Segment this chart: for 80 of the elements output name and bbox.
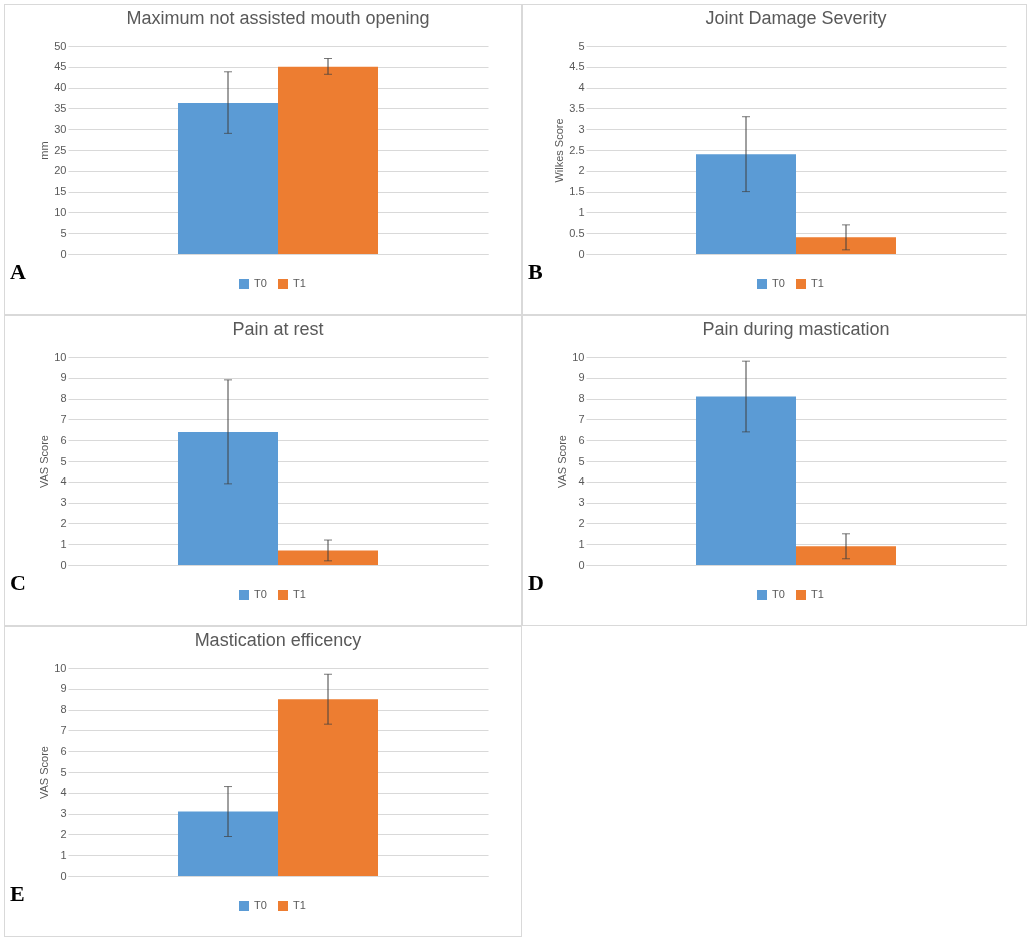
- y-tick-label: 0: [578, 247, 585, 260]
- y-tick-label: 9: [60, 371, 67, 384]
- y-tick-label: 5: [578, 39, 585, 52]
- y-tick-label: 2: [578, 164, 585, 177]
- y-tick-label: 0: [578, 558, 585, 571]
- text: B: [528, 259, 543, 284]
- y-tick-label: 2: [578, 516, 585, 529]
- chart-title: Mastication efficency: [194, 630, 362, 650]
- text: D: [528, 570, 544, 595]
- y-tick-label: 7: [578, 412, 585, 425]
- y-tick-label: 0: [60, 558, 67, 571]
- legend-label: T0: [772, 277, 785, 289]
- y-tick-label: 8: [578, 392, 585, 405]
- y-tick-label: 3: [578, 496, 585, 509]
- legend-label: T0: [254, 899, 267, 911]
- y-tick-label: 30: [54, 122, 67, 135]
- text: C: [10, 570, 26, 595]
- text: E: [10, 881, 25, 906]
- y-tick-label: 10: [54, 661, 67, 674]
- y-tick-label: 3: [578, 122, 585, 135]
- y-tick-label: 2: [60, 516, 67, 529]
- y-tick-label: 5: [60, 226, 67, 239]
- chart-title: Pain at rest: [232, 319, 324, 339]
- y-tick-label: 7: [60, 412, 67, 425]
- y-tick-label: 2.5: [569, 143, 585, 156]
- y-tick-label: 3.5: [569, 101, 585, 114]
- y-tick-label: 45: [54, 60, 67, 73]
- y-tick-label: 9: [60, 682, 67, 695]
- chart-title: Joint Damage Severity: [705, 8, 887, 28]
- y-tick-label: 5: [60, 454, 67, 467]
- y-tick-label: 6: [578, 433, 585, 446]
- y-axis-title: VAS Score: [556, 435, 569, 488]
- y-tick-label: 5: [578, 454, 585, 467]
- chart-title: Pain during mastication: [702, 319, 890, 339]
- legend-label: T1: [811, 588, 824, 600]
- y-tick-label: 8: [60, 703, 67, 716]
- y-tick-label: 0.5: [569, 226, 585, 239]
- legend-label: T0: [772, 588, 785, 600]
- legend-label: T1: [293, 588, 306, 600]
- text: A: [10, 259, 26, 284]
- legend-label: T0: [254, 588, 267, 600]
- y-axis-title: VAS Score: [38, 746, 51, 799]
- y-tick-label: 1: [60, 848, 67, 861]
- y-tick-label: 2: [60, 827, 67, 840]
- y-tick-label: 20: [54, 164, 67, 177]
- y-tick-label: 4: [578, 81, 585, 94]
- y-axis-title: mm: [38, 141, 51, 160]
- y-tick-label: 5: [60, 765, 67, 778]
- y-tick-label: 1: [578, 537, 585, 550]
- chart-title: Maximum not assisted mouth opening: [126, 8, 430, 28]
- y-tick-label: 10: [54, 350, 67, 363]
- y-tick-label: 6: [60, 744, 67, 757]
- y-tick-label: 10: [54, 205, 67, 218]
- y-tick-label: 9: [578, 371, 585, 384]
- y-tick-label: 4: [60, 475, 67, 488]
- y-tick-label: 4: [60, 786, 67, 799]
- y-tick-label: 25: [54, 143, 67, 156]
- legend-label: T1: [293, 277, 306, 289]
- y-tick-label: 0: [60, 247, 67, 260]
- y-tick-label: 8: [60, 392, 67, 405]
- y-tick-label: 6: [60, 433, 67, 446]
- y-axis-title: Wilkes Score: [553, 118, 566, 183]
- y-tick-label: 35: [54, 101, 67, 114]
- legend-label: T1: [811, 277, 824, 289]
- y-tick-label: 40: [54, 81, 67, 94]
- y-axis-title: VAS Score: [38, 435, 51, 488]
- y-tick-label: 7: [60, 723, 67, 736]
- y-tick-label: 3: [60, 496, 67, 509]
- y-tick-label: 0: [60, 869, 67, 882]
- y-tick-label: 10: [572, 350, 585, 363]
- y-tick-label: 15: [54, 185, 67, 198]
- legend-label: T1: [293, 899, 306, 911]
- y-tick-label: 1.5: [569, 185, 585, 198]
- y-tick-label: 1: [60, 537, 67, 550]
- y-tick-label: 1: [578, 205, 585, 218]
- y-tick-label: 4.5: [569, 60, 585, 73]
- y-tick-label: 50: [54, 39, 67, 52]
- y-tick-label: 4: [578, 475, 585, 488]
- y-tick-label: 3: [60, 807, 67, 820]
- legend-label: T0: [254, 277, 267, 289]
